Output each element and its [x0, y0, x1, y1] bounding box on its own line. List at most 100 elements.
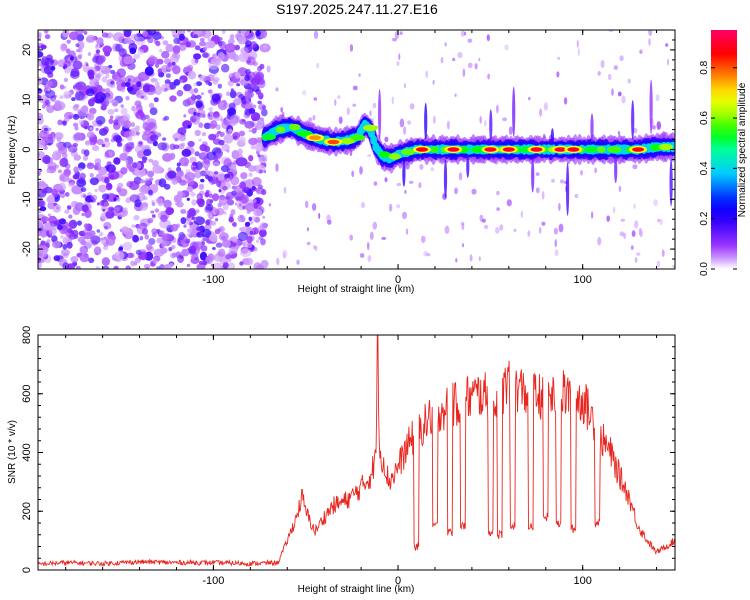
noise-speckle — [113, 157, 121, 165]
noise-speckle — [160, 64, 171, 73]
noise-speckle — [98, 55, 106, 63]
noise-speckle — [244, 74, 251, 82]
noise-speckle — [78, 53, 83, 59]
faint-speckle — [580, 170, 583, 176]
noise-speckle — [38, 88, 43, 94]
noise-speckle — [46, 195, 55, 204]
noise-speckle — [200, 152, 206, 158]
faint-speckle — [486, 34, 490, 42]
noise-speckle — [241, 119, 246, 123]
noise-speckle — [47, 213, 52, 217]
noise-speckle — [66, 205, 72, 210]
noise-speckle — [237, 136, 246, 144]
faint-speckle — [506, 199, 512, 207]
faint-speckle — [359, 253, 365, 258]
noise-speckle — [38, 112, 44, 120]
noise-speckle — [75, 132, 82, 138]
noise-speckle — [195, 100, 203, 109]
faint-speckle — [283, 186, 287, 194]
noise-speckle — [242, 205, 246, 210]
noise-speckle — [72, 104, 79, 111]
faint-speckle — [305, 200, 309, 209]
noise-speckle — [84, 209, 92, 218]
noise-speckle — [61, 159, 66, 163]
faint-speckle — [444, 225, 450, 234]
noise-speckle — [194, 58, 199, 64]
noise-speckle — [207, 89, 213, 94]
faint-speckle — [316, 62, 320, 69]
ridge-peak — [481, 145, 500, 154]
faint-speckle — [403, 126, 407, 135]
noise-speckle — [103, 245, 109, 251]
noise-speckle — [54, 132, 64, 140]
noise-speckle — [63, 77, 69, 82]
noise-speckle — [121, 88, 126, 93]
noise-speckle — [262, 215, 266, 219]
faint-speckle — [352, 103, 357, 107]
faint-speckle — [496, 207, 500, 211]
noise-speckle — [39, 206, 47, 212]
noise-speckle — [214, 228, 221, 235]
noise-speckle — [38, 139, 46, 149]
noise-speckle — [142, 228, 148, 235]
faint-speckle — [372, 221, 378, 230]
noise-speckle — [220, 118, 224, 122]
noise-speckle — [151, 228, 158, 235]
noise-speckle — [148, 238, 156, 245]
noise-speckle — [47, 161, 57, 171]
noise-speckle — [176, 162, 181, 167]
noise-speckle — [224, 43, 236, 53]
noise-speckle — [56, 137, 62, 143]
faint-speckle — [631, 230, 636, 238]
ridge-blob — [597, 146, 606, 153]
noise-speckle — [194, 151, 200, 157]
faint-speckle — [453, 187, 459, 195]
noise-speckle — [101, 193, 110, 200]
noise-speckle — [72, 207, 81, 215]
noise-speckle — [137, 225, 141, 229]
noise-speckle — [144, 178, 152, 186]
chart-title: S197.2025.247.11.27.E16 — [276, 1, 438, 17]
faint-speckle — [433, 115, 436, 124]
noise-speckle — [158, 230, 165, 236]
noise-speckle — [199, 251, 208, 261]
noise-speckle — [116, 68, 127, 78]
ridge-blob — [275, 126, 286, 133]
noise-speckle — [213, 76, 220, 83]
noise-speckle — [100, 88, 106, 93]
noise-speckle — [187, 233, 191, 237]
noise-speckle — [157, 142, 168, 151]
faint-speckle — [623, 232, 626, 240]
faint-speckle — [432, 79, 435, 85]
faint-speckle — [311, 203, 317, 211]
faint-speckle — [346, 107, 350, 116]
noise-speckle — [239, 261, 244, 266]
ridge-streak — [424, 102, 428, 141]
ridge-blob — [607, 146, 622, 153]
faint-speckle — [577, 47, 580, 57]
faint-speckle — [494, 227, 500, 234]
noise-speckle — [241, 30, 250, 37]
faint-speckle — [496, 104, 499, 114]
faint-speckle — [502, 117, 508, 122]
noise-speckle — [73, 154, 82, 161]
noise-speckle — [47, 234, 53, 238]
noise-speckle — [90, 194, 98, 201]
noise-speckle — [187, 70, 197, 80]
noise-speckle — [70, 200, 79, 208]
noise-speckle — [156, 266, 160, 269]
noise-speckle — [219, 131, 226, 137]
colorbar-tick-label: 0.6 — [699, 111, 710, 125]
noise-speckle — [68, 144, 78, 153]
faint-speckle — [508, 126, 513, 135]
faint-speckle — [487, 73, 490, 80]
ridge-streak — [378, 89, 382, 140]
noise-speckle — [173, 37, 181, 45]
noise-speckle — [63, 85, 67, 89]
noise-speckle — [83, 31, 88, 35]
noise-speckle — [126, 183, 130, 187]
ridge-streak — [550, 128, 555, 146]
noise-speckle — [163, 115, 170, 121]
noise-speckle — [79, 245, 89, 255]
noise-speckle — [105, 237, 116, 246]
